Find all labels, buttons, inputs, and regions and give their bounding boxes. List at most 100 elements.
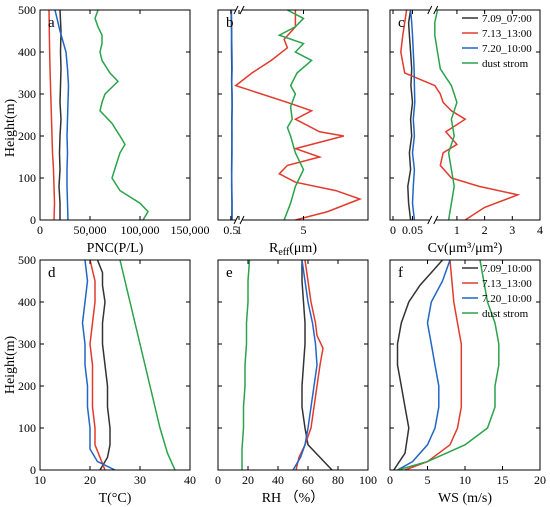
y-tick-label-a-3: 300 <box>18 87 36 101</box>
panel-b: 0.51 5 b Reff(μm) <box>217 5 369 258</box>
x-tick-label-a-1: 50,000 <box>74 223 107 237</box>
series-line-f-0 <box>393 260 444 470</box>
y-tick-label-d-5: 500 <box>18 253 36 267</box>
x-tick-label-e-2: 40 <box>272 473 284 487</box>
series-line-a-0 <box>58 10 62 220</box>
series-line-c-2 <box>409 10 416 220</box>
series-line-f-2 <box>397 260 451 470</box>
x-tick-label-b-0: 0.5 <box>223 223 238 237</box>
axis-break-mark-b-0b <box>239 5 245 15</box>
series-line-b-1 <box>234 10 363 220</box>
series-line-b-3 <box>277 10 313 220</box>
legend-label-f-1: 7.13_13:00 <box>482 278 532 290</box>
axis-break-mark-b-0a <box>233 5 239 15</box>
panel-letter-d: d <box>48 265 56 281</box>
x-tick-label-d-1: 20 <box>84 473 96 487</box>
legend-label-c-1: 7.13_13:00 <box>482 28 532 40</box>
axis-break-mark-b-1a <box>233 215 239 225</box>
axis-break-mark-b-1b <box>239 215 245 225</box>
series-line-e-0 <box>301 260 333 470</box>
series-line-c-1 <box>400 10 521 220</box>
y-tick-label-d-2: 200 <box>18 379 36 393</box>
axis-break-mark-c-1a <box>427 215 433 225</box>
series-line-d-3 <box>119 260 176 470</box>
axis-break-mask-c-1 <box>429 217 436 223</box>
plot-frame-e <box>217 259 369 471</box>
x-tick-label-d-2: 30 <box>134 473 146 487</box>
x-tick-label-b-2: 5 <box>301 223 307 237</box>
legend-label-c-3: dust strom <box>482 58 529 70</box>
y-tick-label-a-1: 100 <box>18 171 36 185</box>
y-tick-label-a-4: 400 <box>18 45 36 59</box>
plot-frame-c <box>389 9 541 221</box>
series-line-a-3 <box>94 10 149 220</box>
x-axis-label-f: WS (m/s) <box>438 491 492 506</box>
x-tick-label-f-3: 15 <box>497 473 509 487</box>
legend-label-c-0: 7.09_07:00 <box>482 13 532 25</box>
series-line-c-0 <box>407 10 414 220</box>
panel-letter-f: f <box>398 265 403 281</box>
x-tick-label-c-2: 1 <box>454 223 460 237</box>
axis-break-mask-c-0 <box>429 7 436 13</box>
x-tick-label-c-5: 4 <box>537 223 543 237</box>
plot-frame-d <box>39 259 191 471</box>
x-tick-label-c-0: 0 <box>390 223 396 237</box>
series-line-f-3 <box>397 260 500 470</box>
axis-break-mark-c-1b <box>433 215 439 225</box>
x-tick-label-e-1: 20 <box>242 473 254 487</box>
panel-c: 0 0.05 1 2 3 4 c Cv(μm³/μm²) 7.09_07:00 7.13_13:0… <box>389 5 543 256</box>
panel-letter-c: c <box>398 15 405 31</box>
series-line-a-2 <box>54 10 70 220</box>
y-tick-label-d-3: 300 <box>18 337 36 351</box>
legend-label-f-0: 7.09_10:00 <box>482 263 532 275</box>
x-tick-label-d-3: 40 <box>184 473 196 487</box>
x-tick-label-c-3: 2 <box>482 223 488 237</box>
x-tick-label-f-0: 0 <box>387 473 393 487</box>
series-line-d-2 <box>81 260 116 470</box>
panel-letter-e: e <box>226 265 233 281</box>
plot-frame-b <box>217 9 369 221</box>
x-tick-label-a-2: 100,000 <box>121 223 160 237</box>
y-tick-label-d-0: 0 <box>30 463 36 477</box>
y-tick-label-d-4: 400 <box>18 295 36 309</box>
axis-break-mark-c-0b <box>433 5 439 15</box>
series-line-d-0 <box>96 260 111 470</box>
y-tick-label-d-1: 100 <box>18 421 36 435</box>
axis-break-mark-c-0a <box>427 5 433 15</box>
legend-label-c-2: 7.20_10:00 <box>482 43 532 55</box>
series-line-f-1 <box>404 260 463 470</box>
x-tick-label-f-2: 10 <box>459 473 471 487</box>
x-tick-label-f-4: 20 <box>534 473 546 487</box>
x-tick-label-e-4: 80 <box>332 473 344 487</box>
plot-frame-a <box>39 9 191 221</box>
legend-label-f-3: dust strom <box>482 308 529 320</box>
y-tick-label-a-5: 500 <box>18 3 36 17</box>
height-label-top: Height(m) <box>3 99 18 158</box>
x-tick-label-e-3: 60 <box>302 473 314 487</box>
series-line-a-1 <box>48 10 56 220</box>
height-label-bottom: Height(m) <box>3 336 18 395</box>
panel-e: 0 20 40 60 80 100 e RH （%） <box>215 259 377 506</box>
x-tick-label-e-5: 100 <box>359 473 377 487</box>
series-line-e-2 <box>292 260 318 470</box>
x-tick-label-f-1: 5 <box>425 473 431 487</box>
x-axis-label-e: RH （%） <box>262 490 325 506</box>
y-tick-label-a-0: 0 <box>30 213 36 227</box>
x-tick-label-d-0: 10 <box>34 473 46 487</box>
plot-frame-f <box>389 259 541 471</box>
panel-a: 0 50,000 100,000 150,000 0 100 200 300 400 500 a PN… <box>18 3 210 256</box>
x-tick-label-a-3: 150,000 <box>171 223 210 237</box>
x-tick-label-b-1: 1 <box>236 223 242 237</box>
legend-label-f-2: 7.20_10:00 <box>482 293 532 305</box>
series-line-e-1 <box>295 260 324 470</box>
x-axis-label-d: T(°C) <box>99 491 132 506</box>
series-line-b-2 <box>230 10 233 220</box>
y-tick-label-a-2: 200 <box>18 129 36 143</box>
x-axis-label-a: PNC(P/L) <box>87 241 144 256</box>
panel-f: 0 5 10 15 20 f WS (m/s) 7.09_10:00 7.13_13:00 7.2… <box>387 259 546 506</box>
panel-letter-b: b <box>226 15 234 31</box>
series-line-d-1 <box>89 260 106 470</box>
x-tick-label-a-0: 0 <box>37 223 43 237</box>
